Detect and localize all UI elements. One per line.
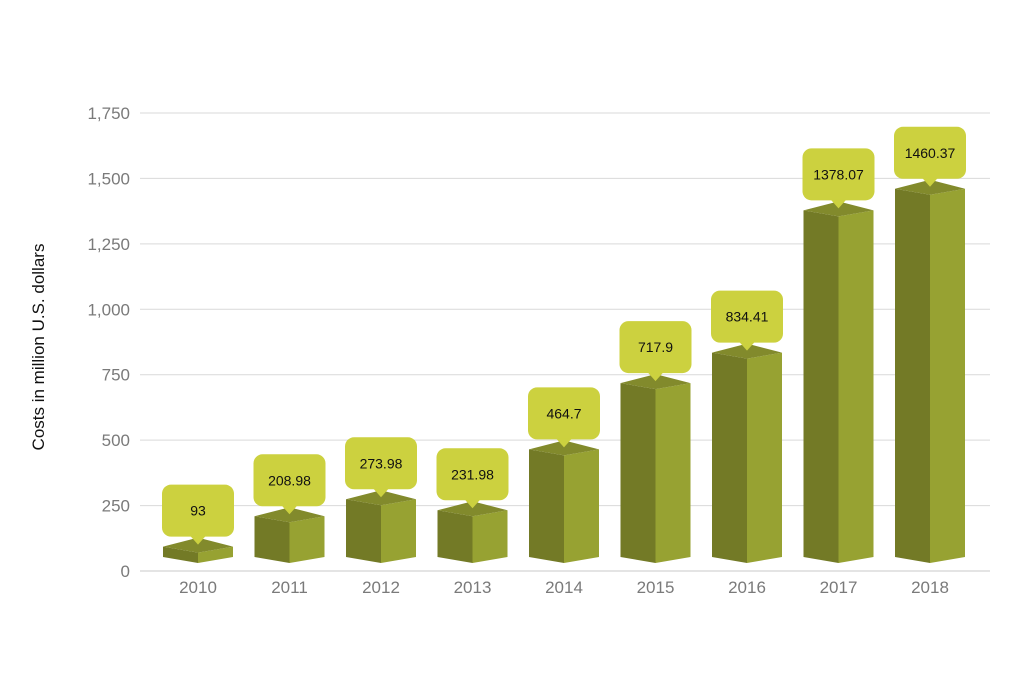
x-tick-label: 2011 <box>271 578 308 597</box>
data-label: 273.98 <box>360 455 403 471</box>
x-tick-label: 2013 <box>454 578 492 597</box>
callout-bubble <box>253 454 326 507</box>
callout-pointer <box>739 341 755 351</box>
data-label-callout: 273.98 <box>345 437 417 498</box>
data-label-callout: 1460.37 <box>894 126 966 187</box>
bar-right-face <box>472 510 508 563</box>
data-label-callout: 1378.07 <box>802 148 875 209</box>
data-label-callout: 717.9 <box>619 321 692 382</box>
bar-top-face <box>437 501 508 517</box>
bar-right-face <box>655 383 691 563</box>
callout-bubble <box>345 437 417 490</box>
callout-pointer <box>830 199 847 209</box>
bar-right-face <box>198 546 233 563</box>
bar-left-face <box>437 510 473 563</box>
callout-pointer <box>647 372 664 382</box>
bar-right-face <box>381 499 416 563</box>
bar <box>712 343 782 563</box>
bar-left-face <box>712 352 747 563</box>
x-tick-label: 2017 <box>820 578 858 597</box>
callout-bubble <box>436 448 509 501</box>
bar-top-face <box>346 490 416 506</box>
y-tick-label: 1,000 <box>87 300 130 319</box>
callout-bubble <box>162 484 234 537</box>
x-tick-label: 2018 <box>911 578 949 597</box>
bars <box>163 179 965 564</box>
bar-left-face <box>346 499 381 563</box>
data-label: 717.9 <box>638 339 673 355</box>
data-label-callout: 208.98 <box>253 454 326 515</box>
bar-right-face <box>289 516 325 563</box>
bar-right-face <box>930 188 965 564</box>
data-label: 1378.07 <box>813 166 864 182</box>
x-tick-label: 2015 <box>637 578 675 597</box>
data-label: 93 <box>190 503 206 519</box>
y-tick-label: 0 <box>121 562 130 581</box>
bar-top-face <box>254 507 325 523</box>
gridlines <box>140 112 990 507</box>
y-tick-label: 1,250 <box>87 235 130 254</box>
callout-pointer <box>281 505 298 515</box>
data-label: 464.7 <box>546 405 581 421</box>
callout-bubble <box>802 148 875 201</box>
bar-left-face <box>803 210 839 563</box>
bar-top-face <box>712 343 782 359</box>
data-labels: 93 208.98 273.98 231.98 464.7 717.9 834.41 1378… <box>162 126 966 545</box>
bar <box>529 440 599 563</box>
x-tick-label: 2016 <box>728 578 766 597</box>
bar-right-face <box>564 449 599 563</box>
data-label-callout: 464.7 <box>528 387 600 448</box>
bar <box>254 507 325 563</box>
bar <box>620 374 691 563</box>
callout-pointer <box>556 438 572 448</box>
bar-left-face <box>163 546 198 563</box>
data-label-callout: 93 <box>162 484 234 545</box>
bar <box>163 537 233 563</box>
bar-left-face <box>254 516 290 563</box>
callout-pointer <box>922 177 938 187</box>
y-axis-ticks: 0 250 500 750 1,000 1,250 1,500 1,750 <box>87 104 130 581</box>
x-tick-label: 2010 <box>179 578 217 597</box>
data-label: 834.41 <box>726 309 769 325</box>
bar <box>895 179 965 564</box>
callout-bubble <box>894 126 966 179</box>
bar <box>437 501 508 563</box>
callout-pointer <box>190 535 206 545</box>
data-label-callout: 231.98 <box>436 448 509 509</box>
bar <box>346 490 416 563</box>
bar-top-face <box>803 201 874 217</box>
bar-top-face <box>529 440 599 456</box>
data-label-callout: 834.41 <box>711 290 783 351</box>
data-label: 208.98 <box>268 472 311 488</box>
callout-bubble <box>619 321 692 374</box>
bar-right-face <box>747 352 782 563</box>
data-label: 1460.37 <box>905 145 956 161</box>
bar-top-face <box>620 374 691 390</box>
y-tick-label: 250 <box>102 497 130 516</box>
bar-top-face <box>895 179 965 195</box>
y-tick-label: 1,750 <box>87 104 130 123</box>
bar-top-face <box>163 537 233 553</box>
callout-pointer <box>373 488 389 498</box>
callout-bubble <box>711 290 783 343</box>
data-label: 231.98 <box>451 466 494 482</box>
x-axis-ticks: 2010 2011 2012 2013 2014 2015 2016 2017 2018 <box>179 578 949 597</box>
bar <box>803 201 874 563</box>
bar-left-face <box>620 383 656 563</box>
y-axis-title: Costs in million U.S. dollars <box>29 244 48 451</box>
x-tick-label: 2014 <box>545 578 583 597</box>
callout-pointer <box>464 499 481 509</box>
bar-left-face <box>529 449 564 563</box>
bar-left-face <box>895 188 930 564</box>
y-tick-label: 1,500 <box>87 169 130 188</box>
callout-bubble <box>528 387 600 440</box>
bar-right-face <box>838 210 874 563</box>
x-tick-label: 2012 <box>362 578 400 597</box>
y-tick-label: 500 <box>102 431 130 450</box>
y-tick-label: 750 <box>102 366 130 385</box>
